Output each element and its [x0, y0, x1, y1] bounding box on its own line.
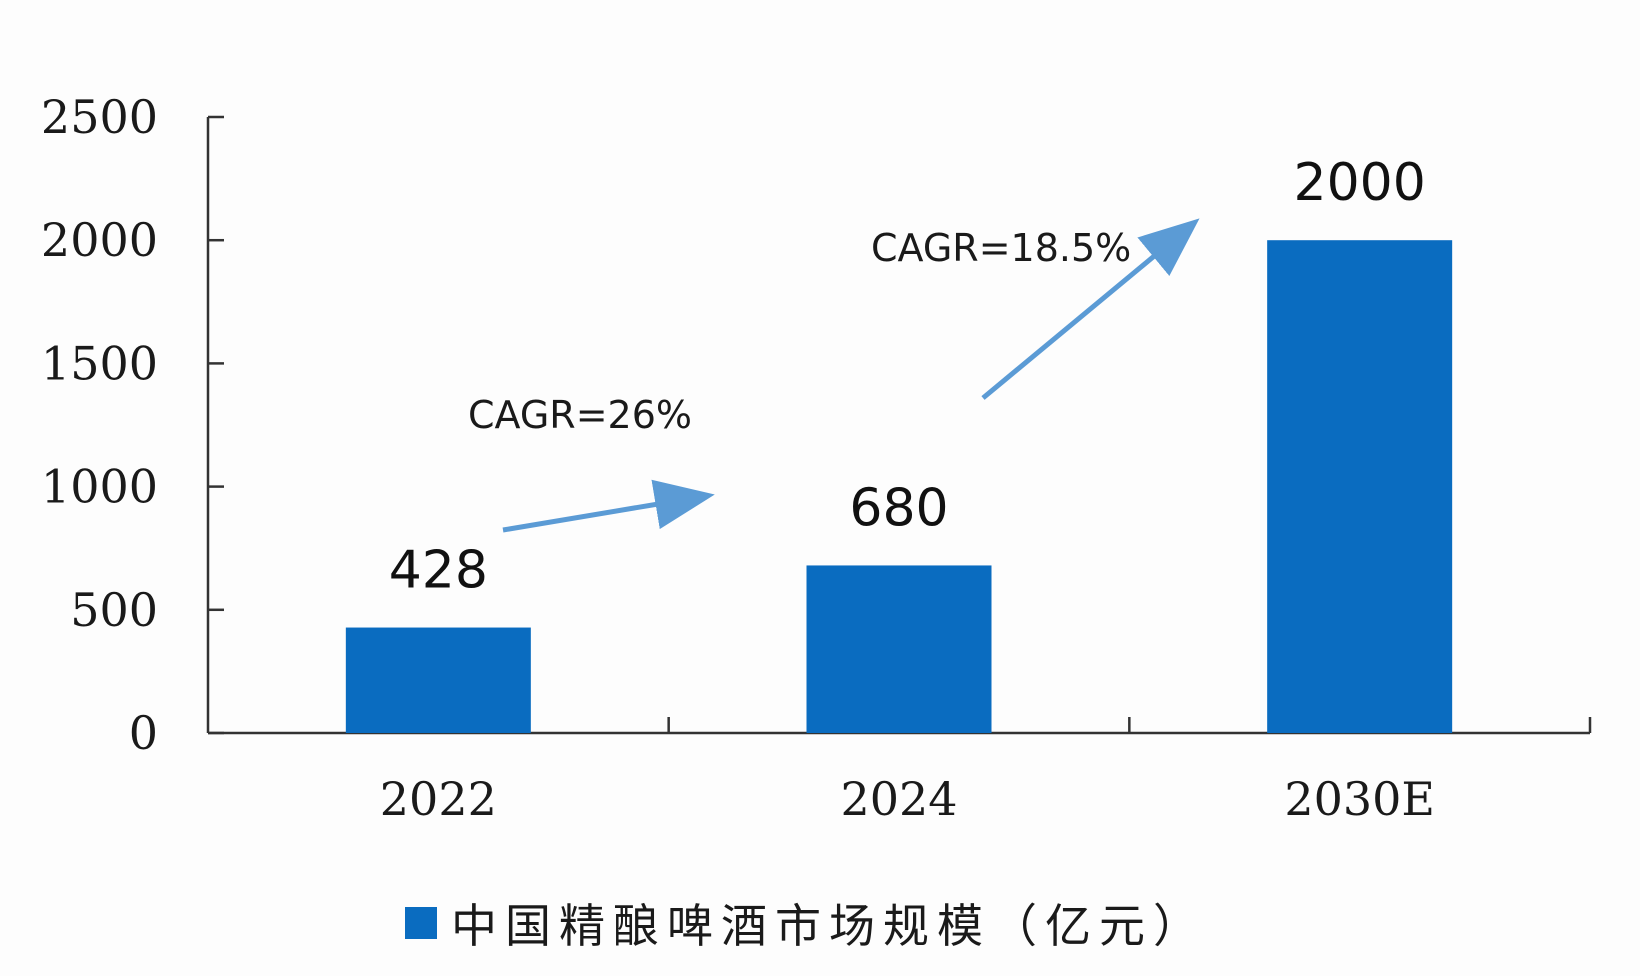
x-tick-label: 2024	[840, 772, 957, 826]
labels-layer: 428 2022 680 2024 2000 2030E	[380, 153, 1435, 826]
cagr-label: CAGR=26%	[468, 393, 692, 437]
cagr-arrow	[981, 218, 1200, 400]
legend-swatch	[405, 907, 437, 939]
y-tick-label: 1500	[41, 336, 158, 390]
cagr-arrow	[502, 479, 715, 533]
annotations-layer: CAGR=26% CAGR=18.5%	[468, 218, 1200, 533]
y-tick-label: 2500	[41, 90, 158, 144]
y-tick-label: 2000	[41, 213, 158, 267]
data-label: 2000	[1293, 153, 1425, 213]
bars-layer	[345, 240, 1453, 733]
data-label: 680	[849, 478, 948, 538]
bar	[345, 627, 531, 733]
bar	[806, 565, 992, 733]
y-tick-label: 500	[70, 583, 158, 637]
legend: 中国精酿啤酒市场规模（亿元）	[405, 893, 1207, 953]
legend-label: 中国精酿啤酒市场规模（亿元）	[451, 899, 1207, 953]
x-tick-label: 2030E	[1284, 772, 1435, 826]
y-tick-label: 1000	[41, 460, 158, 514]
bar	[1267, 240, 1453, 733]
x-tick-label: 2022	[380, 772, 497, 826]
cagr-label: CAGR=18.5%	[871, 226, 1131, 270]
y-tick-label: 0	[129, 706, 158, 760]
axes-layer: 0 500 1000 1500 2000 2500	[41, 90, 1592, 760]
data-label: 428	[389, 541, 488, 601]
